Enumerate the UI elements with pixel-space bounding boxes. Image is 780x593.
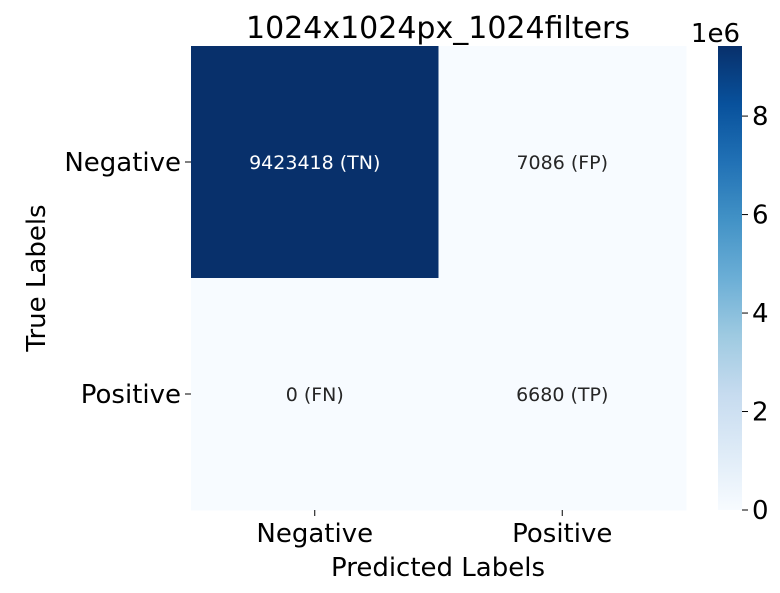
- chart-title: 1024x1024px_1024filters: [246, 11, 630, 46]
- colorbar-ticks: 0 2 4 6 8: [742, 102, 769, 526]
- y-axis-label: True Labels: [22, 204, 52, 352]
- y-axis-ticks: Negative Positive: [64, 148, 191, 410]
- x-tick-label: Negative: [256, 519, 373, 549]
- colorbar-tick-label: 4: [752, 299, 769, 329]
- x-axis-ticks: Negative Positive: [256, 510, 612, 549]
- x-axis-label: Predicted Labels: [331, 553, 545, 583]
- heatmap-cells: [191, 46, 687, 511]
- cell-annotations: 9423418 (TN) 7086 (FP) 0 (FN) 6680 (TP): [249, 152, 608, 406]
- heatmap-cell: [191, 278, 439, 511]
- heatmap-cell: [191, 46, 439, 279]
- colorbar-tick-label: 8: [752, 102, 769, 132]
- cell-annotation: 6680 (TP): [516, 384, 608, 406]
- cell-annotation: 9423418 (TN): [249, 152, 380, 174]
- y-tick-label: Positive: [81, 380, 181, 410]
- colorbar: [718, 46, 742, 510]
- colorbar-tick-label: 2: [752, 398, 769, 428]
- colorbar-tick-label: 6: [752, 201, 769, 231]
- cell-annotation: 7086 (FP): [516, 152, 608, 174]
- heatmap-cell: [438, 278, 687, 511]
- x-tick-label: Positive: [512, 519, 612, 549]
- y-tick-label: Negative: [64, 148, 181, 178]
- colorbar-gradient: [718, 46, 742, 510]
- colorbar-multiplier: 1e6: [691, 19, 740, 49]
- colorbar-tick-label: 0: [752, 496, 769, 526]
- heatmap-cell: [438, 46, 687, 279]
- cell-annotation: 0 (FN): [286, 384, 344, 406]
